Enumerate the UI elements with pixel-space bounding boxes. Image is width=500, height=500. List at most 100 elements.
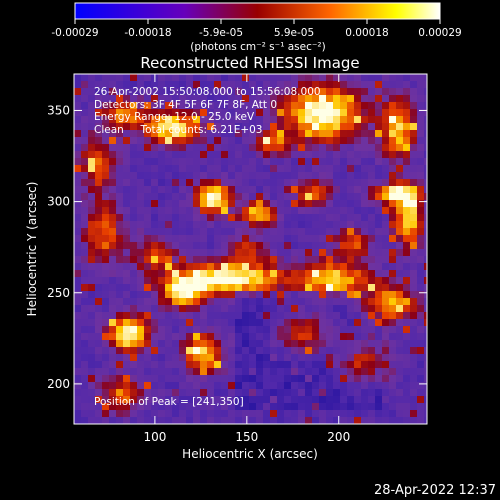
heatmap-cell <box>186 74 194 82</box>
heatmap-cell <box>158 368 166 376</box>
heatmap-cell <box>137 410 145 418</box>
heatmap-cell <box>424 158 427 166</box>
heatmap-cell <box>263 123 271 131</box>
heatmap-cell <box>277 151 285 159</box>
heatmap-cell <box>137 354 145 362</box>
heatmap-cell <box>228 326 236 334</box>
heatmap-cell <box>319 144 327 152</box>
heatmap-cell <box>389 109 397 117</box>
heatmap-cell <box>326 165 334 173</box>
heatmap-cell <box>410 403 418 411</box>
heatmap-cell <box>144 396 152 404</box>
heatmap-cell <box>116 396 124 404</box>
heatmap-cell <box>158 123 166 131</box>
heatmap-cell <box>298 186 306 194</box>
heatmap-cell <box>200 326 208 334</box>
heatmap-cell <box>424 109 427 117</box>
heatmap-cell <box>74 305 82 313</box>
heatmap-cell <box>410 193 418 201</box>
heatmap-cell <box>200 312 208 320</box>
heatmap-cell <box>319 228 327 236</box>
heatmap-cell <box>361 228 369 236</box>
heatmap-cell <box>312 193 320 201</box>
heatmap-cell <box>144 333 152 341</box>
heatmap-cell <box>326 417 334 424</box>
heatmap-cell <box>116 277 124 285</box>
heatmap-cell <box>326 410 334 418</box>
heatmap-cell <box>424 123 427 131</box>
heatmap-cell <box>88 277 96 285</box>
heatmap-cell <box>109 256 117 264</box>
heatmap-cell <box>116 326 124 334</box>
heatmap-cell <box>214 249 222 257</box>
heatmap-cell <box>326 305 334 313</box>
heatmap-cell <box>340 298 348 306</box>
heatmap-cell <box>214 214 222 222</box>
heatmap-cell <box>312 368 320 376</box>
heatmap-cell <box>207 95 215 103</box>
heatmap-cell <box>375 109 383 117</box>
heatmap-cell <box>81 403 89 411</box>
heatmap-cell <box>361 277 369 285</box>
heatmap-cell <box>130 109 138 117</box>
heatmap-cell <box>410 221 418 229</box>
heatmap-cell <box>74 249 82 257</box>
heatmap-cell <box>319 410 327 418</box>
heatmap-cell <box>88 396 96 404</box>
heatmap-cell <box>424 361 427 369</box>
heatmap-cell <box>403 284 411 292</box>
heatmap-cell <box>403 221 411 229</box>
heatmap-cell <box>361 235 369 243</box>
heatmap-cell <box>319 263 327 271</box>
heatmap-cell <box>256 95 264 103</box>
heatmap-cell <box>186 298 194 306</box>
heatmap-cell <box>158 270 166 278</box>
heatmap-cell <box>81 277 89 285</box>
heatmap-cell <box>144 291 152 299</box>
heatmap-cell <box>326 88 334 96</box>
heatmap-cell <box>95 74 103 82</box>
heatmap-cell <box>228 319 236 327</box>
clean-counts-annotation: Clean Total counts: 6.21E+03 <box>94 123 263 136</box>
heatmap-cell <box>424 235 427 243</box>
heatmap-cell <box>319 417 327 424</box>
heatmap-cell <box>235 137 243 145</box>
heatmap-cell <box>249 74 257 82</box>
heatmap-cell <box>165 417 173 424</box>
heatmap-cell <box>74 354 82 362</box>
heatmap-cell <box>228 200 236 208</box>
heatmap-cell <box>249 410 257 418</box>
heatmap-cell <box>207 242 215 250</box>
heatmap-cell <box>403 361 411 369</box>
heatmap-cell <box>249 326 257 334</box>
heatmap-cell <box>368 312 376 320</box>
heatmap-cell <box>207 130 215 138</box>
heatmap-cell <box>228 256 236 264</box>
heatmap-cell <box>116 102 124 110</box>
heatmap-cell <box>137 417 145 424</box>
heatmap-cell <box>207 102 215 110</box>
heatmap-cell <box>326 151 334 159</box>
heatmap-cell <box>186 410 194 418</box>
heatmap-cell <box>200 228 208 236</box>
heatmap-cell <box>333 116 341 124</box>
heatmap-cell <box>193 284 201 292</box>
heatmap-cell <box>102 207 110 215</box>
heatmap-cell <box>151 221 159 229</box>
heatmap-cell <box>382 368 390 376</box>
heatmap-cell <box>165 354 173 362</box>
heatmap-cell <box>340 417 348 424</box>
heatmap-cell <box>221 382 229 390</box>
heatmap-cell <box>179 417 187 424</box>
heatmap-cell <box>263 375 271 383</box>
heatmap-cell <box>158 144 166 152</box>
heatmap-cell <box>368 270 376 278</box>
heatmap-cell <box>193 151 201 159</box>
heatmap-cell <box>305 417 313 424</box>
heatmap-cell <box>312 81 320 89</box>
heatmap-cell <box>375 396 383 404</box>
heatmap-cell <box>193 137 201 145</box>
heatmap-cell <box>305 235 313 243</box>
heatmap-cell <box>424 214 427 222</box>
heatmap-cell <box>228 291 236 299</box>
